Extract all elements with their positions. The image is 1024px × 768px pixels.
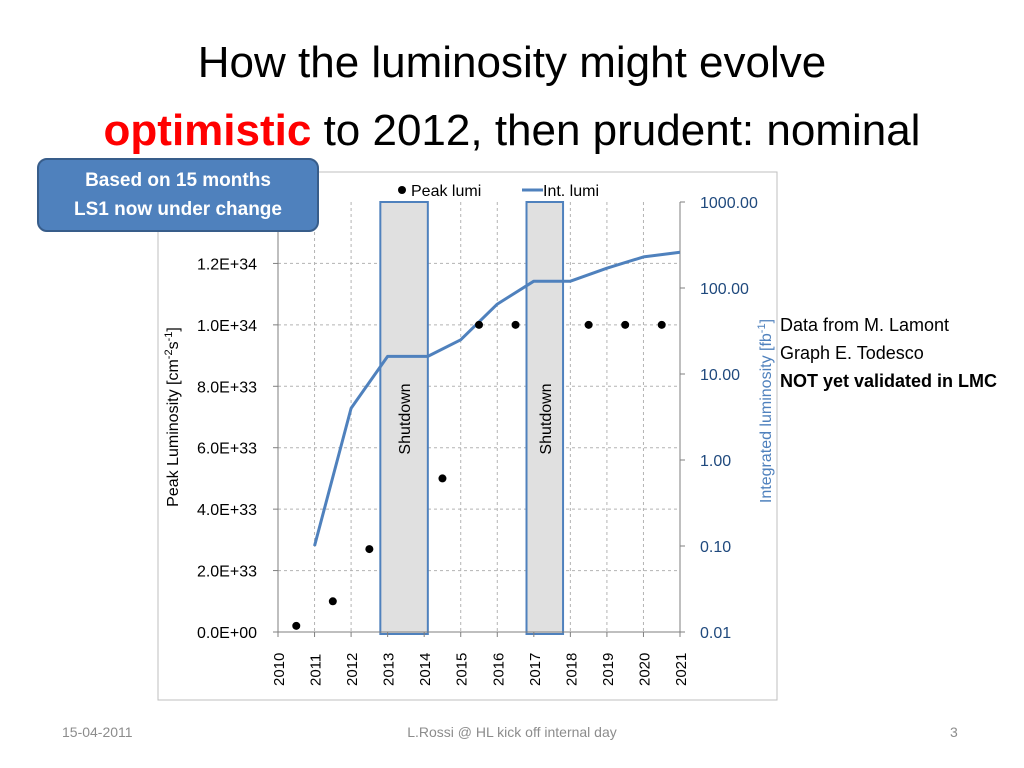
- notes-block: Data from M. Lamont Graph E. Todesco NOT…: [780, 311, 997, 395]
- x-tick-label: 2015: [454, 653, 471, 686]
- legend-int-label: Int. lumi: [543, 183, 599, 200]
- peak-lumi-point: [475, 320, 483, 329]
- int-lumi-line: [313, 250, 681, 547]
- y-left-axis-title: Peak Luminosity [cm-2s-1]: [163, 327, 182, 507]
- x-tick-label: 2011: [308, 654, 325, 686]
- peak-lumi-point: [292, 621, 301, 630]
- peak-lumi-point: [657, 320, 666, 329]
- x-tick-label: 2018: [563, 653, 580, 686]
- y-left-tick-label: 2.0E+33: [197, 564, 257, 581]
- peak-lumi-point: [584, 320, 593, 329]
- y-right-axis-title-part: -1: [756, 323, 768, 333]
- peak-lumi-point: [438, 474, 447, 483]
- note-not-validated: NOT yet validated in LMC: [780, 371, 998, 391]
- y-right-axis-title: Integrated luminosity [fb-1]: [756, 319, 775, 503]
- note-data-source: Data from M. Lamont: [780, 315, 950, 335]
- legend-peak-label: Peak lumi: [411, 183, 481, 200]
- chart-labels: 2010 2011 2012 2013 2014 2015 2016 2017 2018 2019…: [163, 195, 775, 686]
- y-left-tick-label: 1.2E+34: [197, 256, 257, 273]
- y-left-tick-label: 6.0E+33: [197, 441, 257, 458]
- shutdown-label: Shutdown: [538, 383, 555, 454]
- peak-lumi-point: [328, 597, 337, 606]
- chart-axes: [273, 201, 685, 637]
- y-left-axis-title-part: -1: [163, 332, 175, 342]
- x-tick-label: 2020: [636, 653, 653, 686]
- chart-series: [292, 250, 681, 630]
- x-tick-label: 2012: [344, 653, 361, 686]
- y-right-axis-title-part: Integrated luminosity [fb: [758, 333, 775, 503]
- peak-lumi-point: [511, 320, 520, 329]
- y-left-axis-title-part: ]: [165, 327, 182, 331]
- shutdown-band: [525, 201, 565, 635]
- y-right-tick-label: 1000.00: [700, 195, 758, 212]
- x-tick-label: 2013: [381, 653, 398, 686]
- legend-peak-marker: [398, 186, 406, 194]
- y-right-tick-label: 1.00: [700, 453, 731, 470]
- y-right-axis-title-part: ]: [758, 319, 775, 323]
- x-tick-label: 2019: [600, 653, 617, 686]
- y-right-tick-label: 10.00: [700, 367, 740, 384]
- x-tick-label: 2014: [417, 653, 434, 686]
- y-right-tick-label: 0.10: [700, 539, 731, 556]
- y-left-tick-label: 0.0E+00: [197, 625, 257, 642]
- slide-title-line1: How the luminosity might evolve: [197, 38, 827, 87]
- y-left-axis-title-part: -2: [163, 349, 175, 359]
- chart-legend: Peak lumi Int. lumi: [398, 183, 599, 200]
- note-graph-author: Graph E. Todesco: [780, 343, 924, 363]
- shutdown-label: Shutdown: [397, 383, 414, 454]
- slide-title-line2: optimistic to 2012, then prudent: nomina…: [0, 104, 1024, 158]
- title-accent-word: optimistic: [103, 106, 312, 155]
- y-left-tick-label: 4.0E+33: [197, 502, 257, 519]
- y-left-tick-label: 8.0E+33: [197, 379, 257, 396]
- x-tick-label: 2017: [527, 653, 544, 686]
- callout-line2: LS1 now under change: [74, 199, 282, 220]
- chart-area-border: [157, 171, 778, 701]
- callout-line1: Based on 15 months: [85, 170, 271, 191]
- y-right-tick-label: 100.00: [700, 281, 749, 298]
- x-tick-label: 2016: [490, 653, 507, 686]
- shutdown-band: [379, 201, 429, 635]
- peak-lumi-point: [621, 320, 630, 329]
- x-tick-label: 2021: [673, 653, 690, 686]
- footer-date: 15-04-2011: [62, 724, 133, 740]
- y-left-tick-label: 1.0E+34: [197, 318, 257, 335]
- title-line2-rest: to 2012, then prudent: nominal: [311, 106, 921, 155]
- callout-box: Based on 15 months LS1 now under change: [37, 158, 319, 232]
- y-right-tick-label: 0.01: [700, 625, 731, 642]
- y-left-axis-title-part: Peak Luminosity [cm: [165, 359, 182, 507]
- shutdown-bands: Shutdown Shutdown: [379, 201, 565, 635]
- x-tick-label: 2010: [271, 653, 288, 686]
- y-left-axis-title-part: s: [165, 341, 182, 349]
- footer-page-number: 3: [950, 724, 958, 740]
- footer-center-text: L.Rossi @ HL kick off internal day: [407, 724, 617, 740]
- peak-lumi-point: [365, 545, 374, 554]
